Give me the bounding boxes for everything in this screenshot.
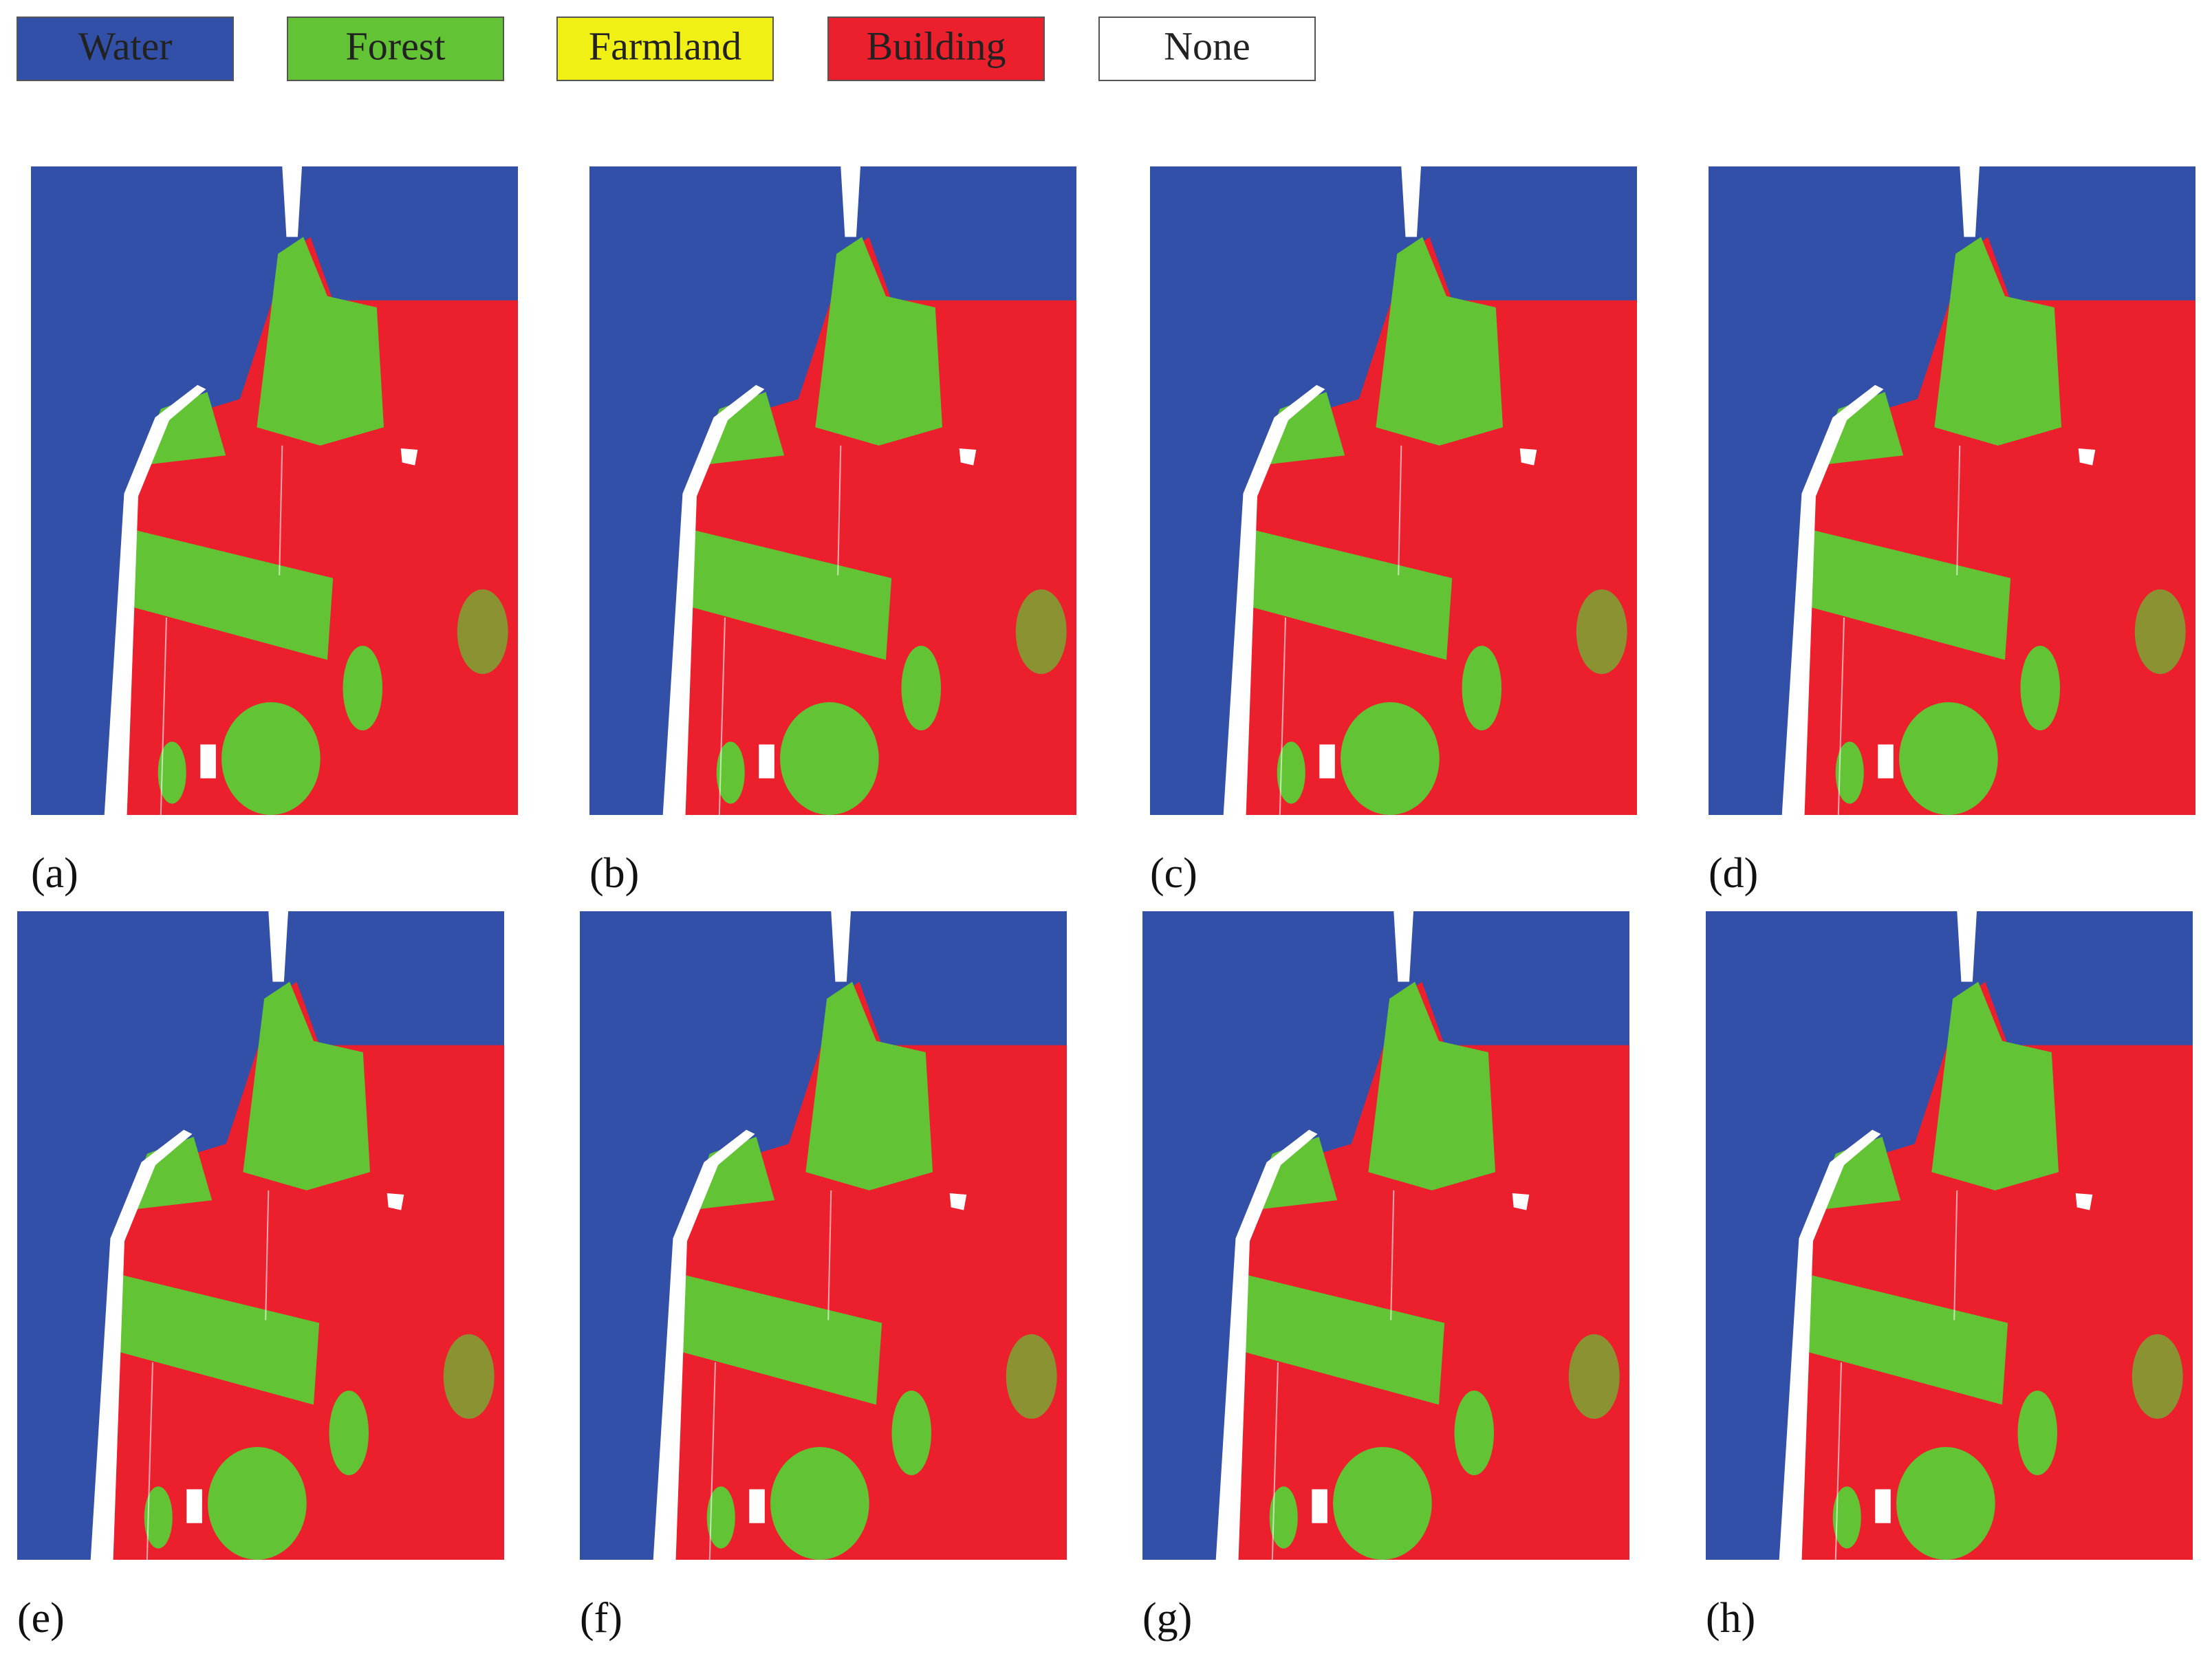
panel-label: (h) xyxy=(1706,1595,1755,1642)
panel-label: (d) xyxy=(1709,850,1758,897)
legend-swatch xyxy=(1098,17,1316,81)
panel-label: (e) xyxy=(17,1595,65,1642)
map-panel xyxy=(1142,911,1629,1560)
panel-label: (b) xyxy=(589,850,639,897)
panel-label: (a) xyxy=(31,850,78,897)
panel-label: (c) xyxy=(1150,850,1197,897)
map-panel xyxy=(1706,911,2193,1560)
legend-label: Building xyxy=(866,23,1006,68)
panels: (a) (b) (c) (d) (e) (f) (g) (h) xyxy=(17,166,2195,1642)
legend-swatch xyxy=(287,17,504,81)
panel-label: (g) xyxy=(1142,1595,1192,1642)
map-panel xyxy=(31,166,518,815)
legend: Water Forest Farmland Building None xyxy=(17,17,1316,81)
legend-label: Forest xyxy=(346,23,446,68)
map-panel xyxy=(589,166,1076,815)
legend-label: Water xyxy=(78,23,172,68)
map-panel xyxy=(1150,166,1637,815)
map-panel xyxy=(580,911,1067,1560)
map-panel xyxy=(17,911,504,1560)
panel-label: (f) xyxy=(580,1595,622,1642)
legend-label: None xyxy=(1164,23,1250,68)
map-panel xyxy=(1709,166,2195,815)
legend-swatch xyxy=(827,17,1045,81)
legend-swatch xyxy=(17,17,234,81)
legend-label: Farmland xyxy=(589,23,741,68)
legend-swatch xyxy=(556,17,774,81)
